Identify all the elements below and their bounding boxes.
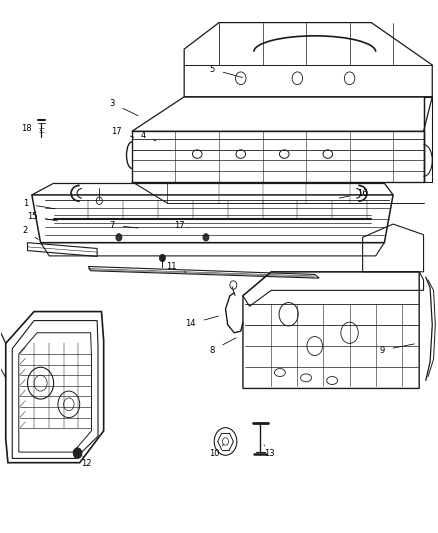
Text: 14: 14 <box>185 316 219 328</box>
Circle shape <box>203 233 209 241</box>
Text: 4: 4 <box>140 131 156 141</box>
Text: 12: 12 <box>81 456 92 469</box>
Circle shape <box>159 254 166 262</box>
Text: 2: 2 <box>23 226 38 239</box>
Text: 7: 7 <box>110 221 138 230</box>
Circle shape <box>73 448 82 458</box>
Text: 11: 11 <box>166 262 186 272</box>
Text: 5: 5 <box>210 64 243 77</box>
Circle shape <box>116 233 122 241</box>
Text: 10: 10 <box>209 445 223 458</box>
Text: 3: 3 <box>110 99 138 116</box>
Text: 1: 1 <box>23 199 55 209</box>
Text: 18: 18 <box>21 124 42 133</box>
Text: 13: 13 <box>264 445 274 458</box>
Text: 17: 17 <box>111 127 134 138</box>
Text: 9: 9 <box>380 344 414 355</box>
Text: 15: 15 <box>27 212 57 221</box>
Text: 16: 16 <box>339 189 368 198</box>
Text: 17: 17 <box>174 221 188 230</box>
Text: 8: 8 <box>210 338 236 355</box>
